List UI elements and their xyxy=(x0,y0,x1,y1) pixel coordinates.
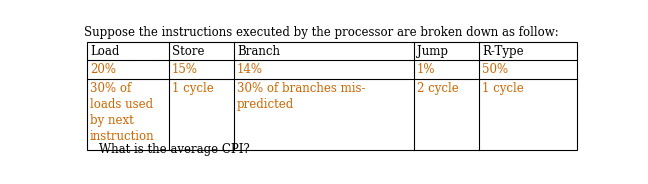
Text: 30% of branches mis-
predicted: 30% of branches mis- predicted xyxy=(237,82,365,111)
Text: R-Type: R-Type xyxy=(482,45,524,59)
Text: Jump: Jump xyxy=(417,45,448,59)
Text: 1%: 1% xyxy=(417,63,435,76)
Text: Store: Store xyxy=(172,45,204,59)
Text: Suppose the instructions executed by the processor are broken down as follow:: Suppose the instructions executed by the… xyxy=(84,26,559,39)
Text: Load: Load xyxy=(90,45,119,59)
Text: 1 cycle: 1 cycle xyxy=(482,82,524,95)
Text: Branch: Branch xyxy=(237,45,280,59)
Text: 50%: 50% xyxy=(482,63,508,76)
Text: 15%: 15% xyxy=(172,63,198,76)
Text: 20%: 20% xyxy=(90,63,116,76)
Text: 1 cycle: 1 cycle xyxy=(172,82,214,95)
Bar xyxy=(87,42,577,150)
Text: 30% of
loads used
by next
instruction: 30% of loads used by next instruction xyxy=(90,82,155,143)
Text: 14%: 14% xyxy=(237,63,263,76)
Text: 2 cycle: 2 cycle xyxy=(417,82,459,95)
Text: What is the average CPI?: What is the average CPI? xyxy=(98,143,249,156)
